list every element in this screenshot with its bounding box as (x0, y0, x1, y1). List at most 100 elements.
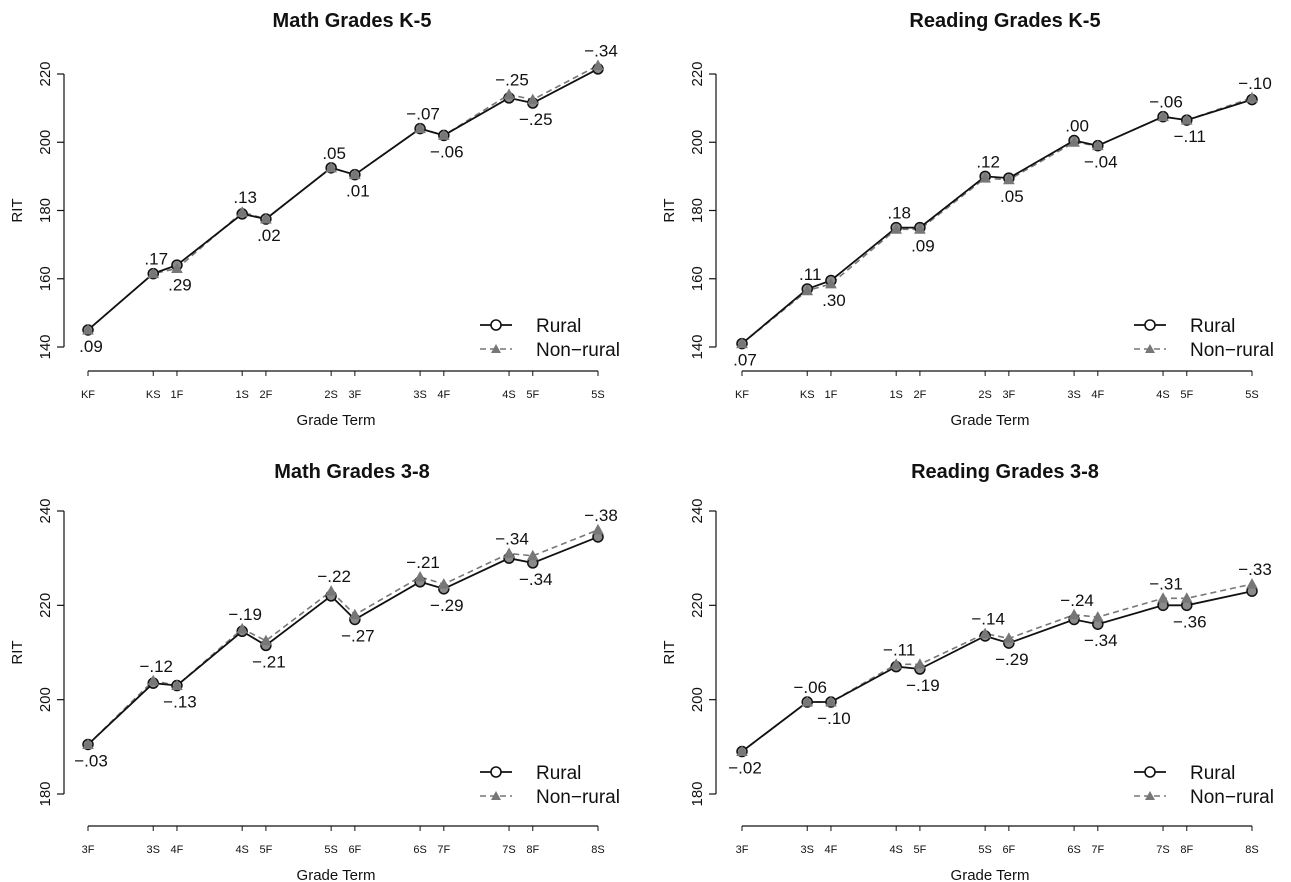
point-non-rural (825, 277, 837, 289)
y-tick-label: 180 (689, 781, 706, 806)
point-non-rural (890, 223, 903, 234)
x-tick-label: 8F (526, 844, 539, 856)
y-tick-label: 240 (689, 498, 706, 523)
y-axis-label: RIT (9, 198, 26, 222)
point-non-rural (325, 585, 337, 596)
legend-marker-rural (490, 319, 502, 331)
x-tick-label: 1S (889, 389, 902, 401)
point-non-rural (526, 549, 539, 561)
y-tick-label: 200 (689, 687, 706, 712)
point-non-rural (147, 674, 160, 686)
x-tick-label: KS (146, 389, 161, 401)
data-label: −.14 (971, 610, 1005, 629)
data-label: −.11 (883, 640, 915, 659)
legend-label-non-rural: Non−rural (1190, 787, 1274, 808)
x-tick-label: 7F (1091, 844, 1104, 856)
x-tick-label: 5F (259, 844, 272, 856)
data-label: .09 (79, 337, 103, 356)
x-axis-label: Grade Term (951, 412, 1030, 429)
data-label: −.04 (1084, 153, 1118, 172)
point-non-rural (82, 323, 94, 335)
x-tick-label: 5F (1180, 389, 1193, 401)
x-tick-label: 3S (800, 844, 813, 856)
legend: Rural Non−rural (1134, 316, 1274, 361)
x-tick-label: 6S (1067, 844, 1080, 856)
x-tick-label: 4S (1156, 389, 1169, 401)
x-tick-label: KF (735, 389, 749, 401)
x-tick-label: 4S (235, 844, 248, 856)
data-label: −.06 (430, 142, 464, 161)
y-tick-label: 160 (689, 266, 706, 291)
point-non-rural (801, 284, 814, 296)
point-non-rural (736, 337, 748, 349)
point-non-rural (414, 571, 426, 582)
data-label: −.33 (1238, 560, 1272, 579)
x-tick-label: 6F (1002, 844, 1015, 856)
y-tick-label: 200 (37, 687, 54, 712)
data-label: .30 (822, 291, 846, 310)
y-tick-label: 180 (689, 198, 706, 223)
legend-marker-non-rural (491, 791, 501, 800)
x-tick-label: 8S (1245, 844, 1258, 856)
legend-label-rural: Rural (536, 763, 581, 784)
data-label: −.31 (1149, 574, 1183, 593)
chart-panel-1: Math Grades K-5 140 160 180 200 220 RIT KF KS 1F 1… (9, 10, 620, 429)
point-non-rural (1068, 608, 1080, 620)
x-tick-label: 3S (1067, 389, 1080, 401)
data-label: −.27 (341, 626, 375, 645)
x-tick-label: 6F (348, 844, 361, 856)
chart-title: Math Grades 3-8 (274, 461, 430, 483)
data-label: −.21 (252, 652, 286, 671)
legend-label-rural: Rural (1190, 763, 1235, 784)
legend-marker-non-rural (1145, 791, 1155, 800)
data-label: .00 (1065, 117, 1089, 136)
point-non-rural (1091, 611, 1104, 622)
point-non-rural (1180, 114, 1193, 125)
point-non-rural (801, 695, 814, 707)
point-non-rural (1157, 592, 1169, 603)
x-tick-label: 5S (324, 844, 337, 856)
y-tick-label: 200 (37, 130, 54, 155)
data-label: −.13 (163, 693, 197, 712)
data-label: .29 (168, 276, 192, 295)
data-label: .13 (233, 188, 257, 207)
x-tick-label: 3F (736, 844, 749, 856)
chart-title: Reading Grades 3-8 (911, 461, 1099, 483)
point-non-rural (437, 129, 450, 140)
data-label: −.12 (139, 657, 173, 676)
point-non-rural (147, 267, 160, 279)
y-tick-label: 220 (37, 61, 54, 86)
data-label: −.10 (817, 709, 851, 728)
data-label: −.34 (584, 41, 618, 60)
x-tick-label: 7S (1156, 844, 1169, 856)
x-tick-label: 3S (413, 389, 426, 401)
data-label: .12 (976, 152, 1000, 171)
legend-label-rural: Rural (536, 316, 581, 337)
x-axis-label: Grade Term (297, 867, 376, 882)
y-axis-label: RIT (9, 640, 26, 664)
data-label: −.02 (728, 759, 762, 778)
data-label: −.34 (1084, 631, 1118, 650)
point-non-rural (1068, 136, 1080, 147)
point-non-rural (979, 172, 991, 183)
x-tick-label: 1F (171, 389, 184, 401)
legend-label-non-rural: Non−rural (536, 340, 620, 361)
y-tick-label: 200 (689, 130, 706, 155)
point-non-rural (1246, 578, 1258, 589)
x-tick-label: 4S (502, 389, 515, 401)
data-label: .11 (799, 265, 821, 284)
x-tick-label: 3F (348, 389, 361, 401)
point-non-rural (890, 658, 903, 669)
x-tick-label: 5S (1245, 389, 1258, 401)
data-label: −.06 (793, 678, 827, 697)
data-label: .18 (887, 204, 911, 223)
point-non-rural (736, 745, 748, 757)
x-tick-label: 8S (591, 844, 604, 856)
y-axis-label: RIT (661, 198, 678, 222)
x-tick-label: 2S (978, 389, 991, 401)
x-tick-label: 3S (146, 844, 159, 856)
data-label: −.21 (406, 553, 440, 572)
data-label: −.10 (1238, 74, 1272, 93)
